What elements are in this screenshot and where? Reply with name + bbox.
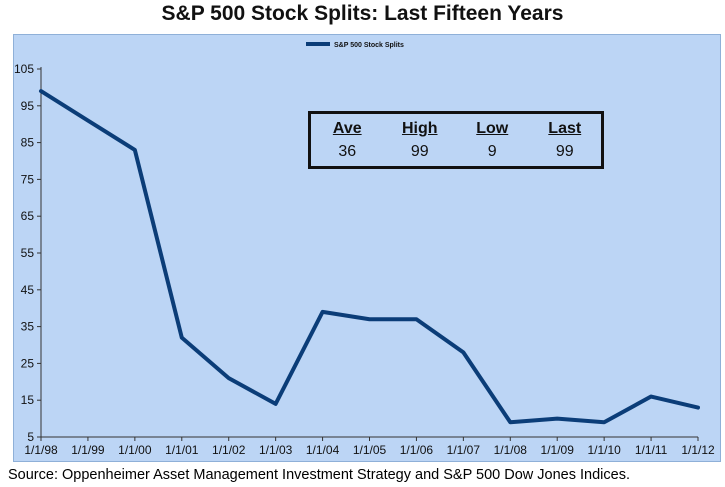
data-point	[697, 407, 699, 409]
x-tick-label: 1/1/99	[71, 443, 105, 457]
x-tick-label: 1/1/06	[400, 443, 434, 457]
data-point	[134, 149, 136, 151]
x-tick-label: 1/1/07	[447, 443, 481, 457]
x-tick-label: 1/1/09	[541, 443, 575, 457]
stat-high: High 99	[385, 118, 455, 164]
stat-low: Low 9	[457, 118, 527, 164]
data-point	[415, 318, 417, 320]
stat-value: 99	[410, 143, 429, 160]
chart-title: S&P 500 Stock Splits: Last Fifteen Years	[161, 2, 564, 25]
stat-label: High	[401, 120, 438, 137]
x-tick-label: 1/1/11	[635, 443, 668, 457]
stat-ave: Ave 36	[312, 118, 382, 164]
y-tick-label: 15	[21, 393, 35, 407]
stat-last: Last 99	[530, 118, 600, 164]
data-point	[87, 120, 89, 122]
y-tick-label: 105	[14, 62, 34, 76]
plot-area	[13, 34, 721, 462]
legend-label: S&P 500 Stock Splits	[334, 42, 404, 49]
x-tick-label: 1/1/01	[165, 443, 199, 457]
y-tick-label: 25	[21, 356, 35, 370]
stat-label: Ave	[332, 120, 362, 137]
data-point	[40, 90, 42, 92]
x-tick-label: 1/1/98	[24, 443, 58, 457]
stats-summary-box: Ave 36 High 99 Low 9 Last 99	[308, 111, 604, 169]
data-point	[462, 351, 464, 353]
y-tick-label: 55	[21, 246, 35, 260]
stat-label: Last	[548, 120, 582, 137]
x-tick-label: 1/1/02	[212, 443, 246, 457]
y-tick-label: 95	[21, 99, 35, 113]
data-point	[322, 311, 324, 313]
data-point	[228, 377, 230, 379]
y-tick-label: 5	[27, 430, 34, 444]
x-tick-label: 1/1/03	[259, 443, 293, 457]
y-tick-label: 35	[21, 320, 35, 334]
axis-ticks: 5 15 25 35 45 55 65 75 85 95 105 1/1/98 1/1/99 1/1/00…	[14, 62, 715, 457]
stat-value: 9	[487, 143, 497, 160]
stat-value: 99	[555, 143, 574, 160]
stat-value: 36	[338, 143, 357, 160]
data-point	[556, 418, 558, 420]
x-tick-label: 1/1/04	[306, 443, 340, 457]
y-tick-label: 85	[21, 136, 35, 150]
x-tick-label: 1/1/10	[587, 443, 621, 457]
y-tick-label: 65	[21, 209, 35, 223]
x-tick-label: 1/1/12	[681, 443, 715, 457]
data-point	[509, 421, 511, 423]
data-point	[275, 403, 277, 405]
y-tick-label: 75	[21, 172, 35, 186]
data-point	[603, 421, 605, 423]
stat-label: Low	[476, 120, 509, 137]
data-point	[369, 318, 370, 320]
x-tick-label: 1/1/08	[494, 443, 528, 457]
series	[39, 89, 700, 425]
y-tick-label: 45	[21, 283, 35, 297]
legend: S&P 500 Stock Splits	[306, 42, 404, 49]
data-point	[650, 396, 652, 398]
x-tick-label: 1/1/05	[353, 443, 387, 457]
source-note: Source: Oppenheimer Asset Management Inv…	[8, 467, 630, 483]
data-point	[181, 337, 183, 339]
x-tick-label: 1/1/00	[118, 443, 152, 457]
